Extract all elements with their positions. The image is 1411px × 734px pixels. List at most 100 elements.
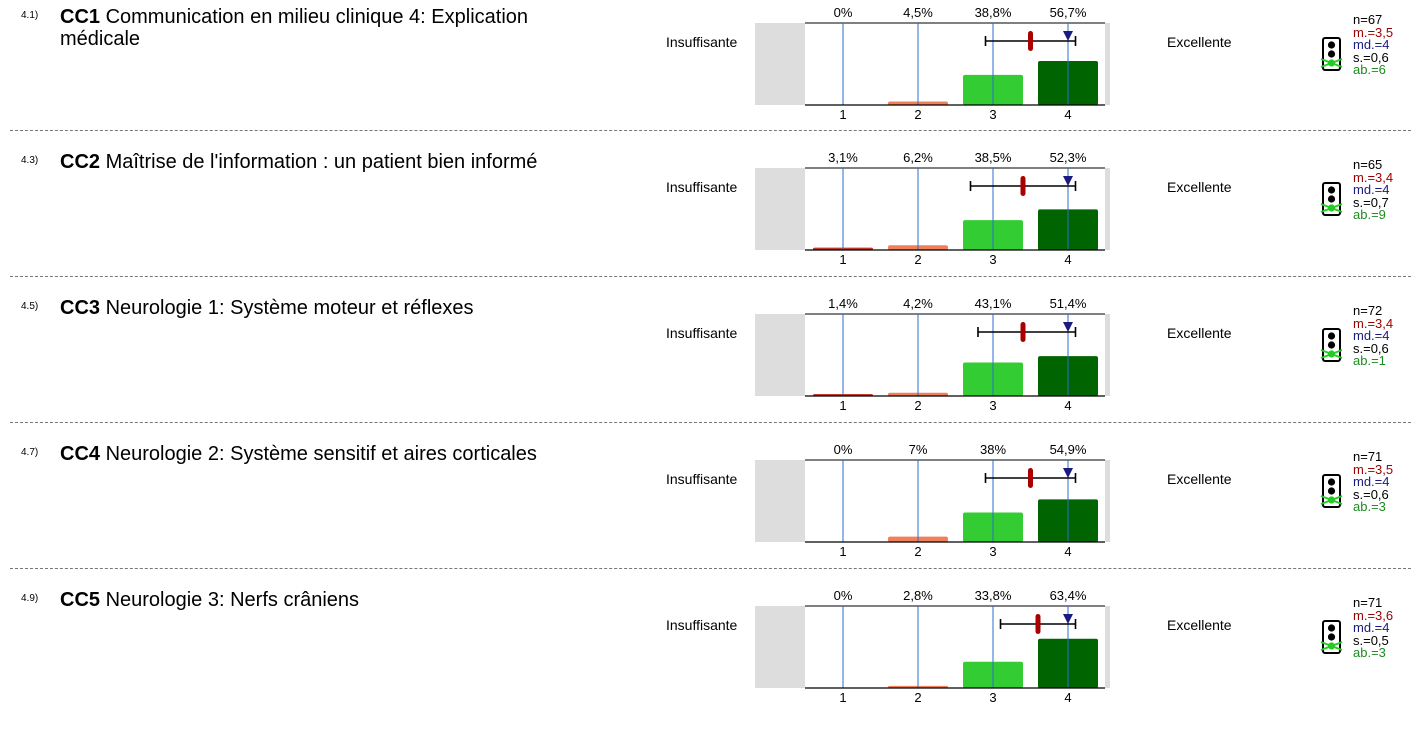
stats-block: n=71 m.=3,6 md.=4 s.=0,5 ab.=3 (1353, 596, 1394, 660)
left-panel (755, 168, 805, 250)
value-label: 0% (834, 443, 853, 457)
median-marker (1063, 31, 1073, 41)
category-label: 3 (989, 398, 996, 413)
distribution-chart-svg: 1,4% 4,2% 43,1% 51,4% 1 2 3 4 (755, 296, 1155, 413)
category-label: 1 (839, 107, 846, 122)
item-code: CC1 (60, 6, 101, 28)
category-label: 1 (839, 690, 846, 705)
category-label: 4 (1064, 252, 1071, 267)
value-label: 0% (834, 589, 853, 603)
stat-mean: m.=3,4 (1353, 315, 1394, 331)
stat-abstentions: ab.=9 (1353, 207, 1386, 222)
stat-median: md.=4 (1353, 620, 1390, 635)
distribution-chart: 1,4% 4,2% 43,1% 51,4% 1 2 3 4 (750, 296, 1155, 419)
category-label: 4 (1064, 690, 1071, 705)
stat-abstentions: ab.=3 (1353, 645, 1386, 660)
category-label: 4 (1064, 398, 1071, 413)
stat-mean: m.=3,5 (1353, 24, 1394, 40)
category-label: 4 (1064, 107, 1071, 122)
value-label: 33,8% (975, 589, 1012, 603)
scale-left-label: Insuffisante (666, 325, 738, 341)
stats-block: n=65 m.=3,4 md.=4 s.=0,7 ab.=9 (1353, 157, 1393, 222)
value-label: 54,9% (1050, 443, 1087, 457)
distribution-chart: 0% 2,8% 33,8% 63,4% 1 2 3 4 (750, 588, 1155, 711)
category-label: 2 (914, 544, 921, 559)
scale-right-label: Excellente (1167, 179, 1232, 195)
stat-n: n=67 (1353, 12, 1383, 27)
right-panel (1105, 606, 1155, 688)
stat-median: md.=4 (1353, 182, 1390, 197)
left-panel (755, 606, 805, 688)
value-label: 63,4% (1050, 589, 1087, 603)
stat-abstentions: ab.=6 (1353, 62, 1386, 77)
value-label: 38,5% (975, 151, 1012, 165)
item-number: 4.1) (21, 10, 39, 21)
scale-right-label: Excellente (1167, 34, 1232, 50)
evaluation-item: 4.1) CC1 Communication en milieu cliniqu… (0, 5, 1411, 151)
item-title-text: Neurologie 2: Système sensitif et aires … (105, 443, 537, 465)
scale-left-label: Insuffisante (666, 34, 738, 50)
category-label: 2 (914, 398, 921, 413)
item-number: 4.9) (21, 593, 39, 604)
stat-n: n=71 (1353, 449, 1383, 464)
stat-std: s.=0,5 (1353, 632, 1389, 648)
mean-marker (1035, 614, 1041, 634)
median-marker (1063, 322, 1073, 332)
scale-right-label: Excellente (1167, 325, 1232, 341)
stats-block: n=71 m.=3,5 md.=4 s.=0,6 ab.=3 (1353, 449, 1393, 514)
category-label: 3 (989, 544, 996, 559)
traffic-light-icon (1320, 36, 1344, 85)
stat-mean: m.=3,6 (1353, 607, 1394, 623)
item-title-text: Neurologie 3: Nerfs crâniens (105, 589, 360, 611)
value-label: 4,5% (903, 6, 933, 20)
value-label: 2,8% (903, 589, 933, 603)
category-label: 2 (914, 107, 921, 122)
stats-block: n=72 m.=3,4 md.=4 s.=0,6 ab.=1 (1353, 303, 1394, 368)
category-label: 1 (839, 544, 846, 559)
left-panel (755, 23, 805, 105)
item-separator (10, 422, 1411, 423)
distribution-chart: 0% 4,5% 38,8% 56,7% 1 2 3 4 (750, 5, 1155, 128)
category-label: 3 (989, 252, 996, 267)
stat-std: s.=0,6 (1353, 49, 1389, 65)
value-label: 43,1% (975, 297, 1012, 311)
stat-n: n=65 (1353, 157, 1383, 172)
value-label: 56,7% (1050, 6, 1087, 20)
item-title-text: Communication en milieu clinique 4: Expl… (60, 6, 529, 50)
item-number: 4.5) (21, 301, 39, 312)
distribution-chart-svg: 0% 4,5% 38,8% 56,7% 1 2 3 4 (755, 5, 1155, 122)
median-marker (1063, 176, 1073, 186)
traffic-light-icon (1320, 181, 1344, 230)
traffic-light-icon (1320, 619, 1344, 668)
right-panel (1105, 460, 1155, 542)
item-title-text: Maîtrise de l'information : un patient b… (105, 151, 538, 173)
left-panel (755, 460, 805, 542)
distribution-chart-svg: 3,1% 6,2% 38,5% 52,3% 1 2 3 4 (755, 150, 1155, 267)
median-marker (1063, 614, 1073, 624)
item-title: CC3 Neurologie 1: Système moteur et réfl… (60, 297, 580, 319)
item-code: CC2 (60, 151, 101, 173)
value-label: 38% (980, 443, 1006, 457)
stat-median: md.=4 (1353, 328, 1390, 343)
mean-marker (1028, 468, 1033, 488)
mean-marker (1020, 176, 1026, 196)
value-label: 51,4% (1050, 297, 1087, 311)
stat-abstentions: ab.=3 (1353, 499, 1386, 514)
item-title: CC4 Neurologie 2: Système sensitif et ai… (60, 443, 580, 465)
item-number: 4.3) (21, 155, 39, 166)
value-label: 38,8% (975, 6, 1012, 20)
item-code: CC4 (60, 443, 101, 465)
distribution-chart-svg: 0% 2,8% 33,8% 63,4% 1 2 3 4 (755, 588, 1155, 705)
value-label: 6,2% (903, 151, 933, 165)
left-panel (755, 314, 805, 396)
stat-std: s.=0,6 (1353, 486, 1389, 502)
evaluation-item: 4.7) CC4 Neurologie 2: Système sensitif … (0, 442, 1411, 588)
item-separator (10, 130, 1411, 131)
category-label: 1 (839, 252, 846, 267)
right-panel (1105, 23, 1155, 105)
scale-left-label: Insuffisante (666, 471, 738, 487)
value-label: 4,2% (903, 297, 933, 311)
stat-median: md.=4 (1353, 37, 1390, 52)
stat-n: n=72 (1353, 303, 1383, 318)
category-label: 3 (989, 107, 996, 122)
